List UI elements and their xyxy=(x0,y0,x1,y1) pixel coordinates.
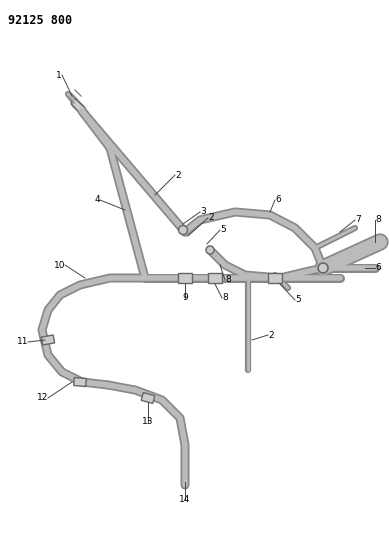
Ellipse shape xyxy=(179,225,187,235)
Text: 5: 5 xyxy=(220,225,226,235)
Text: 6: 6 xyxy=(275,196,281,205)
Text: 5: 5 xyxy=(295,295,301,304)
Text: 9: 9 xyxy=(182,294,188,303)
Text: 3: 3 xyxy=(200,207,206,216)
Text: 2: 2 xyxy=(268,330,273,340)
Ellipse shape xyxy=(206,246,214,254)
FancyBboxPatch shape xyxy=(178,273,192,283)
Text: 8: 8 xyxy=(375,215,381,224)
FancyBboxPatch shape xyxy=(74,377,86,386)
Ellipse shape xyxy=(318,263,328,273)
Text: 8: 8 xyxy=(225,276,231,285)
Text: 4: 4 xyxy=(95,196,100,205)
Text: 2: 2 xyxy=(208,214,214,222)
Text: 7: 7 xyxy=(355,215,361,224)
Text: 13: 13 xyxy=(142,417,154,426)
Text: 14: 14 xyxy=(179,496,191,505)
Text: 6: 6 xyxy=(375,263,381,272)
Text: 11: 11 xyxy=(16,337,28,346)
Text: 1: 1 xyxy=(56,70,62,79)
Text: 92125 800: 92125 800 xyxy=(8,14,72,27)
Text: 8: 8 xyxy=(222,294,228,303)
FancyBboxPatch shape xyxy=(208,273,222,283)
Text: 10: 10 xyxy=(54,261,65,270)
Text: 12: 12 xyxy=(37,393,48,402)
FancyBboxPatch shape xyxy=(268,273,282,283)
Text: 2: 2 xyxy=(175,171,180,180)
FancyBboxPatch shape xyxy=(141,393,155,403)
FancyBboxPatch shape xyxy=(41,335,54,345)
